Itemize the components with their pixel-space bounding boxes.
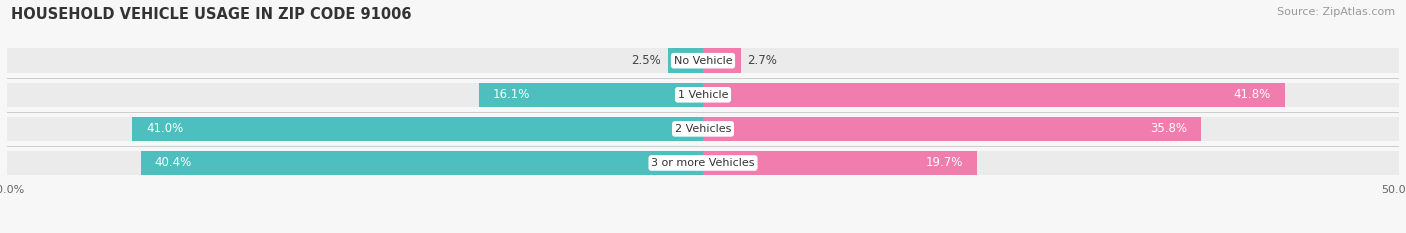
Bar [479,82,703,107]
Bar [703,151,1399,175]
Bar [7,116,703,141]
Bar [141,151,703,175]
Text: Source: ZipAtlas.com: Source: ZipAtlas.com [1277,7,1395,17]
Bar [703,82,1285,107]
Text: 41.8%: 41.8% [1233,88,1271,101]
Text: 41.0%: 41.0% [146,122,183,135]
Bar [703,151,977,175]
Text: 35.8%: 35.8% [1150,122,1188,135]
Text: 2.7%: 2.7% [748,54,778,67]
Bar [7,151,703,175]
Bar [668,48,703,73]
Bar [703,116,1399,141]
Text: 1 Vehicle: 1 Vehicle [678,90,728,100]
Bar [703,116,1201,141]
Text: 19.7%: 19.7% [927,157,963,169]
Bar [132,116,703,141]
Text: HOUSEHOLD VEHICLE USAGE IN ZIP CODE 91006: HOUSEHOLD VEHICLE USAGE IN ZIP CODE 9100… [11,7,412,22]
Text: 3 or more Vehicles: 3 or more Vehicles [651,158,755,168]
Bar [7,48,703,73]
Bar [703,82,1399,107]
Text: No Vehicle: No Vehicle [673,56,733,66]
Text: 2.5%: 2.5% [631,54,661,67]
Text: 16.1%: 16.1% [494,88,530,101]
Bar [703,48,741,73]
Text: 2 Vehicles: 2 Vehicles [675,124,731,134]
Bar [7,82,703,107]
Bar [703,48,1399,73]
Text: 40.4%: 40.4% [155,157,191,169]
